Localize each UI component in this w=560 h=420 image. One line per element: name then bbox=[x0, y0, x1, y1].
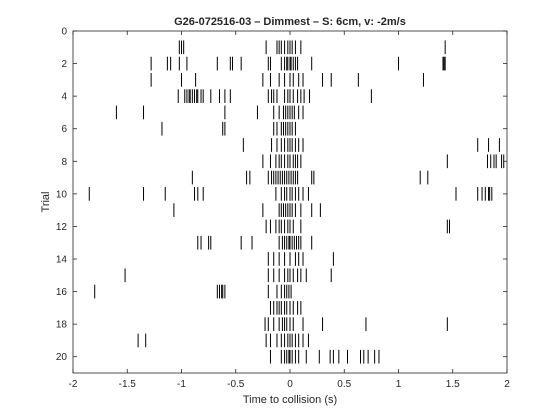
y-tick-label: 16 bbox=[56, 287, 68, 298]
x-tick-label: 0 bbox=[287, 379, 293, 390]
y-tick-label: 20 bbox=[56, 352, 68, 363]
y-tick-label: 6 bbox=[61, 124, 67, 135]
y-tick-labels: 0 2 4 6 8 10 12 14 16 18 20 bbox=[56, 27, 68, 364]
x-tick-label: 0.5 bbox=[337, 379, 351, 390]
x-tick-label: -0.5 bbox=[227, 379, 245, 390]
y-tick-label: 4 bbox=[61, 92, 67, 103]
y-tick-label: 8 bbox=[61, 157, 67, 168]
y-tick-label: 2 bbox=[61, 59, 67, 70]
x-tick-label: 1 bbox=[396, 379, 402, 390]
x-tick-label: 2 bbox=[504, 379, 510, 390]
x-tick-labels: -2 -1.5 -1 -0.5 0 0.5 1 1.5 2 bbox=[69, 379, 511, 390]
plot-area bbox=[72, 30, 508, 374]
axis-ticks bbox=[72, 30, 508, 373]
y-tick-label: 10 bbox=[56, 189, 68, 200]
y-tick-label: 18 bbox=[56, 320, 68, 331]
x-tick-label: -1 bbox=[177, 379, 186, 390]
x-tick-label: -1.5 bbox=[119, 379, 137, 390]
y-tick-label: 0 bbox=[61, 27, 67, 38]
y-tick-label: 12 bbox=[56, 222, 68, 233]
x-axis-label: Time to collision (s) bbox=[243, 394, 337, 406]
x-tick-label: 1.5 bbox=[446, 379, 460, 390]
y-tick-label: 14 bbox=[56, 255, 68, 266]
y-axis-label: Trial bbox=[40, 192, 52, 213]
x-tick-label: -2 bbox=[69, 379, 78, 390]
spike-marks bbox=[88, 40, 505, 364]
chart-title: G26-072516-03 – Dimmest – S: 6cm, v: -2m… bbox=[174, 16, 406, 28]
